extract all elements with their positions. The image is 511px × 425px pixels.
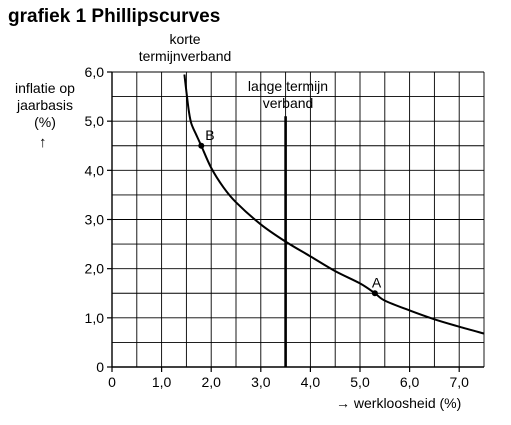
x-tick-label: 6,0	[400, 374, 420, 390]
x-axis-label: → werkloosheid (%)	[336, 395, 462, 411]
short-term-curve-label-line: termijnverband	[138, 48, 232, 64]
point-a-label: A	[372, 274, 382, 290]
long-term-line-label-line: lange termijn	[247, 78, 329, 94]
long-term-line-label-line: verband	[262, 95, 314, 111]
y-tick-label: 6,0	[85, 64, 105, 80]
x-tick-label: 7,0	[449, 374, 469, 390]
point-b-label: B	[205, 127, 214, 143]
y-axis-label: inflatie op jaarbasis (%)	[6, 80, 84, 131]
x-tick-label: 4,0	[301, 374, 321, 390]
x-tick-label: 0	[108, 374, 116, 390]
short-term-curve-label-line: korte	[169, 31, 201, 47]
y-tick-label: 1,0	[85, 310, 105, 326]
page-title: grafiek 1 Phillipscurves	[8, 6, 221, 27]
y-axis-label-line: jaarbasis	[16, 97, 74, 113]
up-arrow-icon: ↑	[39, 134, 47, 151]
y-tick-label: 4,0	[85, 162, 105, 178]
y-axis-label-line: inflatie op	[15, 80, 75, 96]
long-term-line-label: lange termijn verband	[236, 78, 340, 112]
y-tick-label: 0	[96, 359, 104, 375]
short-term-curve-label: korte termijnverband	[127, 31, 243, 65]
y-axis-label-line: (%)	[34, 114, 56, 130]
point-b-marker	[198, 142, 205, 149]
y-tick-label: 2,0	[85, 261, 105, 277]
x-tick-label: 5,0	[350, 374, 370, 390]
x-tick-label: 2,0	[201, 374, 221, 390]
y-tick-label: 5,0	[85, 113, 105, 129]
short-term-phillips-curve	[183, 74, 485, 335]
point-a-marker	[371, 290, 378, 297]
x-tick-label: 3,0	[251, 374, 271, 390]
y-tick-label: 3,0	[85, 212, 105, 228]
x-tick-label: 1,0	[152, 374, 172, 390]
